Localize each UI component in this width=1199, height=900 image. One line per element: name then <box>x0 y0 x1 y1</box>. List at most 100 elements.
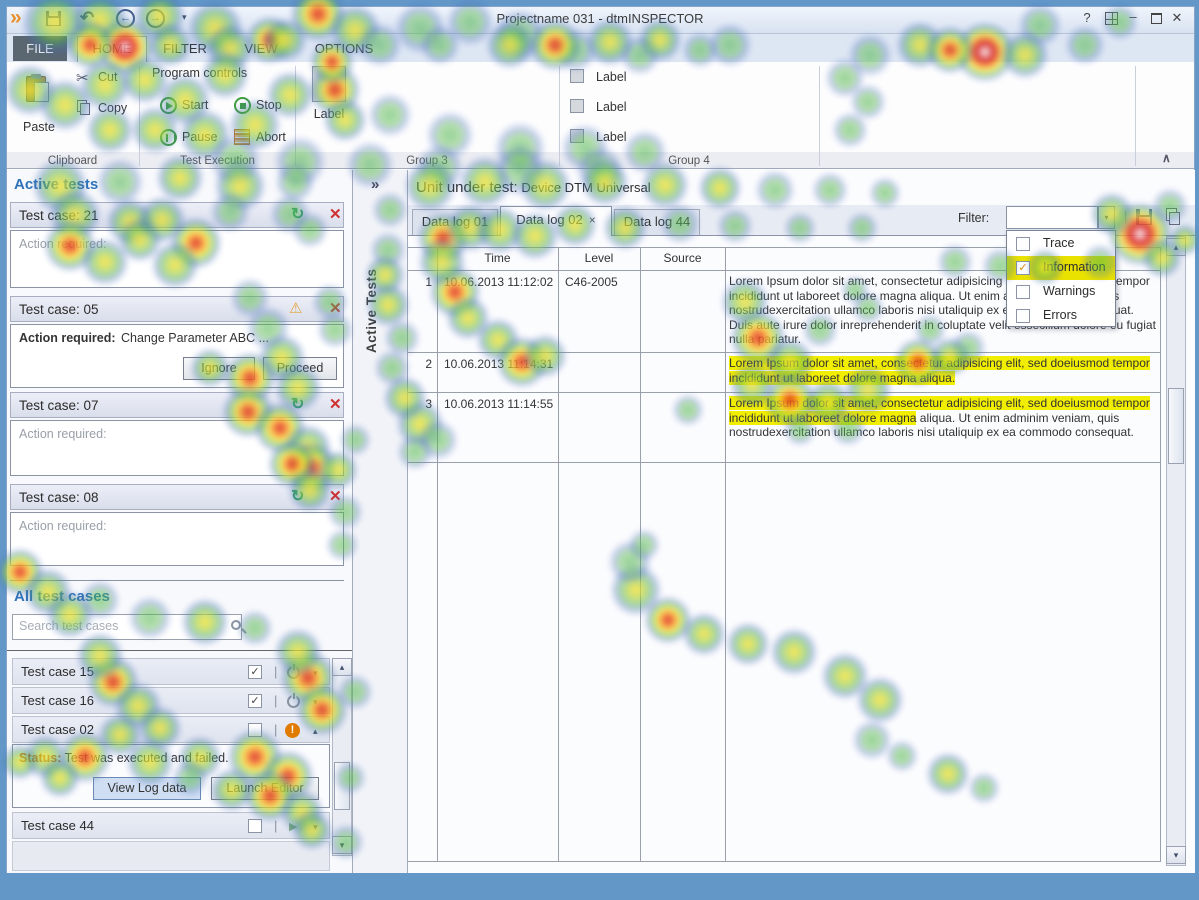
cut-icon[interactable]: ✂ <box>76 70 89 87</box>
paste-button[interactable]: Paste <box>23 120 55 134</box>
list-item-test-case-15[interactable]: Test case 15 ✓ | ▾ <box>12 658 330 685</box>
test-case-08-header[interactable]: Test case: 08 ↻ ✕ <box>10 484 344 510</box>
warnings-checkbox[interactable] <box>1016 285 1030 299</box>
row-dropdown-icon[interactable]: ▾ <box>313 697 318 707</box>
scroll-up-button[interactable]: ▴ <box>1166 238 1186 256</box>
test-case-05-header[interactable]: Test case: 05 ⚠ ✕ <box>10 296 344 322</box>
tab-close-icon[interactable]: × <box>588 213 596 227</box>
tab-data-log-02[interactable]: Data log 02 × <box>500 206 612 236</box>
start-button[interactable]: Start <box>182 98 209 112</box>
refresh-icon[interactable]: ↻ <box>291 206 305 223</box>
proceed-button[interactable]: Proceed <box>263 357 337 380</box>
expand-panel-icon[interactable]: » <box>371 176 380 193</box>
power-icon[interactable] <box>287 693 300 708</box>
label-button-icon[interactable] <box>312 66 346 102</box>
minimize-button[interactable]: – <box>1129 9 1137 24</box>
table-scrollbar[interactable] <box>1166 236 1186 866</box>
test-case-21-action-box[interactable]: Action required: <box>10 230 344 288</box>
maximize-button[interactable] <box>1151 13 1162 24</box>
test-case-07-header[interactable]: Test case: 07 ↻ ✕ <box>10 392 344 418</box>
launch-editor-button[interactable]: Launch Editor <box>211 777 319 800</box>
filter-option-trace[interactable]: Trace <box>1007 232 1115 256</box>
tab-file[interactable]: FILE <box>13 36 67 61</box>
tab-data-log-01[interactable]: Data log 01 <box>412 209 498 235</box>
pause-icon[interactable] <box>160 129 177 146</box>
run-icon[interactable]: ▶ <box>289 821 298 833</box>
refresh-icon[interactable]: ↻ <box>291 396 305 413</box>
label-checkbox-1[interactable] <box>570 69 584 83</box>
tab-data-log-44[interactable]: Data log 44 <box>614 209 700 235</box>
filter-combobox[interactable] <box>1006 206 1098 229</box>
tab-view[interactable]: VIEW <box>244 41 278 56</box>
close-test-icon[interactable]: ✕ <box>329 488 342 505</box>
active-tests-vertical-tab[interactable]: Active Tests <box>364 268 379 353</box>
row-dropdown-icon[interactable]: ▾ <box>313 668 318 678</box>
quick-access-dropdown-icon[interactable]: ▾ <box>182 12 187 22</box>
test-list-scrollbar[interactable] <box>332 658 352 856</box>
close-test-icon[interactable]: ✕ <box>329 396 342 413</box>
list-item-test-case-44[interactable]: Test case 44 | ▶ ▾ <box>12 812 330 839</box>
layout-button[interactable] <box>1105 12 1118 25</box>
filter-option-information[interactable]: ✓ Information <box>1007 256 1115 280</box>
power-icon[interactable] <box>287 664 300 679</box>
enabled-checkbox[interactable] <box>248 723 262 737</box>
row-dropdown-icon[interactable]: ▾ <box>313 822 318 832</box>
forward-icon[interactable]: → <box>146 9 165 28</box>
stop-icon[interactable] <box>234 97 251 114</box>
enabled-checkbox[interactable]: ✓ <box>248 665 262 679</box>
tab-home[interactable]: HOME <box>77 36 147 62</box>
stop-button[interactable]: Stop <box>256 98 282 112</box>
filter-option-warnings[interactable]: Warnings <box>1007 280 1115 304</box>
collapse-ribbon-icon[interactable]: ∧ <box>1162 151 1171 165</box>
list-item-test-case-16[interactable]: Test case 16 ✓ | ▾ <box>12 687 330 714</box>
row-collapse-icon[interactable]: ▴ <box>313 726 318 736</box>
column-header-time[interactable]: Time <box>484 251 511 265</box>
column-header-level[interactable]: Level <box>584 251 614 265</box>
enabled-checkbox[interactable] <box>248 819 262 833</box>
abort-icon[interactable] <box>234 129 250 145</box>
close-test-icon[interactable]: ✕ <box>329 300 342 317</box>
filter-dropdown-icon[interactable]: ▾ <box>1098 206 1115 229</box>
label-checkbox-2[interactable] <box>570 99 584 113</box>
copy-log-icon[interactable] <box>1166 208 1180 225</box>
save-log-icon[interactable] <box>1136 209 1152 225</box>
scroll-down-button[interactable]: ▾ <box>332 836 352 854</box>
errors-checkbox[interactable] <box>1016 309 1030 323</box>
scrollbar-thumb[interactable] <box>1168 388 1184 464</box>
paste-icon[interactable] <box>26 74 50 104</box>
trace-checkbox[interactable] <box>1016 237 1030 251</box>
cut-button[interactable]: Cut <box>98 70 118 84</box>
test-case-21-header[interactable]: Test case: 21 ↻ ✕ <box>10 202 344 228</box>
help-button[interactable]: ? <box>1083 10 1091 25</box>
copy-button[interactable]: Copy <box>98 101 128 115</box>
view-log-data-button[interactable]: View Log data <box>93 777 201 800</box>
test-case-08-action-box[interactable]: Action required: <box>10 512 344 566</box>
scrollbar-thumb[interactable] <box>334 762 350 810</box>
close-button[interactable]: ✕ <box>1171 10 1183 25</box>
test-case-05-action-box: Action required: Change Parameter ABC ..… <box>10 324 344 388</box>
list-item-test-case-02[interactable]: Test case 02 | ! ▴ <box>12 716 330 743</box>
enabled-checkbox[interactable]: ✓ <box>248 694 262 708</box>
scroll-up-button[interactable]: ▴ <box>332 658 352 676</box>
copy-icon[interactable] <box>77 100 90 115</box>
abort-button[interactable]: Abort <box>256 130 286 144</box>
search-input[interactable] <box>19 619 209 633</box>
refresh-icon[interactable]: ↻ <box>291 488 305 505</box>
label-button[interactable]: Label <box>313 107 345 121</box>
filter-option-errors[interactable]: Errors <box>1007 304 1115 328</box>
tab-options[interactable]: OPTIONS <box>314 41 374 56</box>
test-case-07-action-box[interactable]: Action required: <box>10 420 344 476</box>
search-icon[interactable] <box>231 620 241 630</box>
pause-button[interactable]: Pause <box>182 130 218 144</box>
save-icon[interactable] <box>46 11 61 26</box>
tab-filter[interactable]: FILTER <box>163 41 207 56</box>
start-icon[interactable] <box>160 97 177 114</box>
back-icon[interactable]: ← <box>116 9 135 28</box>
information-checkbox[interactable]: ✓ <box>1016 261 1030 275</box>
label-checkbox-3[interactable] <box>570 129 584 143</box>
column-header-source[interactable]: Source <box>663 251 702 265</box>
undo-icon[interactable]: ↶ <box>80 8 95 27</box>
scroll-down-button[interactable]: ▾ <box>1166 846 1186 864</box>
ignore-button[interactable]: Ignore <box>183 357 255 380</box>
close-test-icon[interactable]: ✕ <box>329 206 342 223</box>
